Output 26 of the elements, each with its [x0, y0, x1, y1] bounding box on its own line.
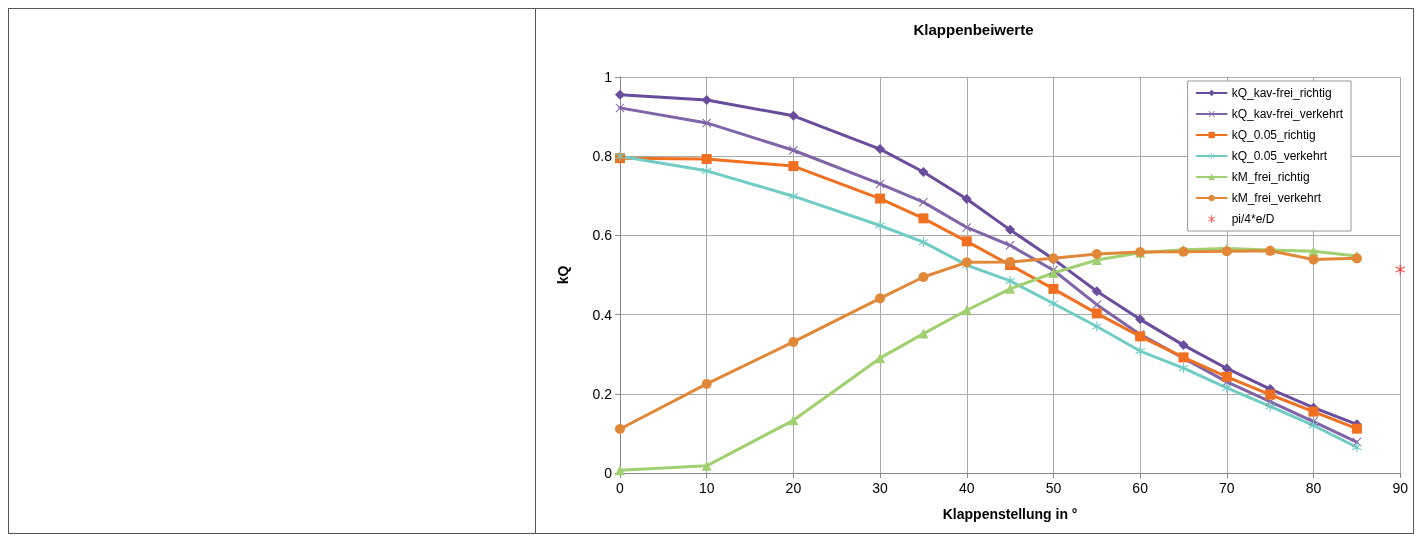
- x-tick-label: 10: [698, 480, 715, 496]
- y-tick-label: 1: [604, 69, 613, 85]
- x-tick-label: 40: [958, 480, 975, 496]
- x-tick-label: 90: [1392, 480, 1409, 496]
- x-tick-label: 80: [1305, 480, 1322, 496]
- y-tick-label: 0.8: [592, 148, 613, 165]
- chart-title: Klappenbeiwerte: [913, 21, 1034, 38]
- x-tick-label: 70: [1219, 480, 1235, 496]
- y-tick-label: 0.4: [592, 306, 613, 323]
- y-tick-label: 0: [604, 465, 613, 481]
- x-axis-title: Klappenstellung in °: [942, 506, 1078, 522]
- x-tick-label: 0: [616, 480, 625, 496]
- y-tick-label: 0.6: [592, 227, 613, 244]
- legend-label: kQ_kav-frei_verkehrt: [1231, 107, 1344, 121]
- x-tick-label: 20: [785, 480, 802, 496]
- x-tick-label: 60: [1132, 480, 1149, 496]
- legend-label: kM_frei_richtig: [1231, 170, 1310, 184]
- legend-label: kQ_0.05_richtig: [1231, 128, 1316, 142]
- legend-label: kM_frei_verkehrt: [1231, 191, 1322, 205]
- legend-label: kQ_kav-frei_richtig: [1231, 86, 1332, 100]
- legend-label: kQ_0.05_verkehrt: [1231, 149, 1328, 163]
- legend-label: pi/4*e/D: [1231, 212, 1275, 226]
- y-tick-label: 0.2: [592, 385, 613, 402]
- x-tick-label: 50: [1045, 480, 1062, 496]
- y-axis-title: kQ: [555, 265, 571, 285]
- x-tick-label: 30: [872, 480, 889, 496]
